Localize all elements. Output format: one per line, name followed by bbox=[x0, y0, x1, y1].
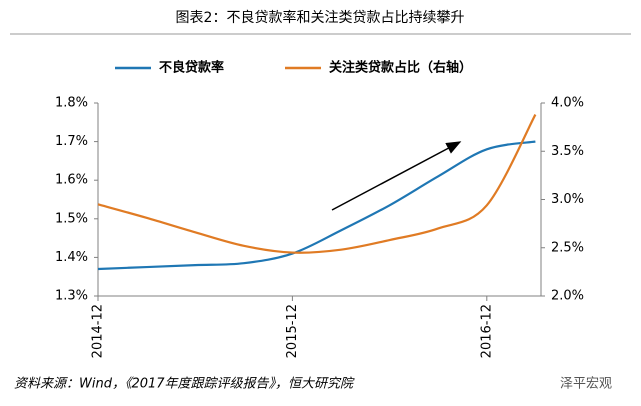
y2-tick-label: 3.0% bbox=[551, 192, 584, 207]
y-tick-label: 1.5% bbox=[55, 211, 88, 226]
legend-label: 关注类贷款占比（右轴） bbox=[329, 60, 472, 76]
y2-tick-label: 3.5% bbox=[551, 144, 584, 159]
x-tick-label: 2014-12 bbox=[91, 304, 106, 358]
y2-tick-label: 2.0% bbox=[551, 289, 584, 304]
source-note: 资料来源：Wind，《2017年度跟踪评级报告》，恒大研究院 bbox=[14, 376, 355, 392]
y-tick-label: 1.6% bbox=[55, 173, 88, 188]
series-line bbox=[97, 114, 537, 254]
trend-arrow bbox=[331, 141, 462, 211]
y2-tick-label: 4.0% bbox=[551, 96, 584, 111]
x-tick-label: 2015-12 bbox=[285, 304, 300, 358]
legend-label: 不良贷款率 bbox=[159, 60, 224, 76]
y-tick-label: 1.8% bbox=[55, 96, 88, 111]
y-tick-label: 1.7% bbox=[55, 134, 88, 149]
y2-tick-label: 2.5% bbox=[551, 240, 584, 255]
watermark: 泽平宏观 bbox=[560, 377, 612, 392]
x-tick-label: 2016-12 bbox=[479, 304, 494, 358]
chart-title: 图表2：不良贷款率和关注类贷款占比持续攀升 bbox=[176, 9, 465, 26]
series-line bbox=[97, 140, 536, 271]
y-tick-label: 1.4% bbox=[55, 250, 88, 265]
y-tick-label: 1.3% bbox=[55, 289, 88, 304]
